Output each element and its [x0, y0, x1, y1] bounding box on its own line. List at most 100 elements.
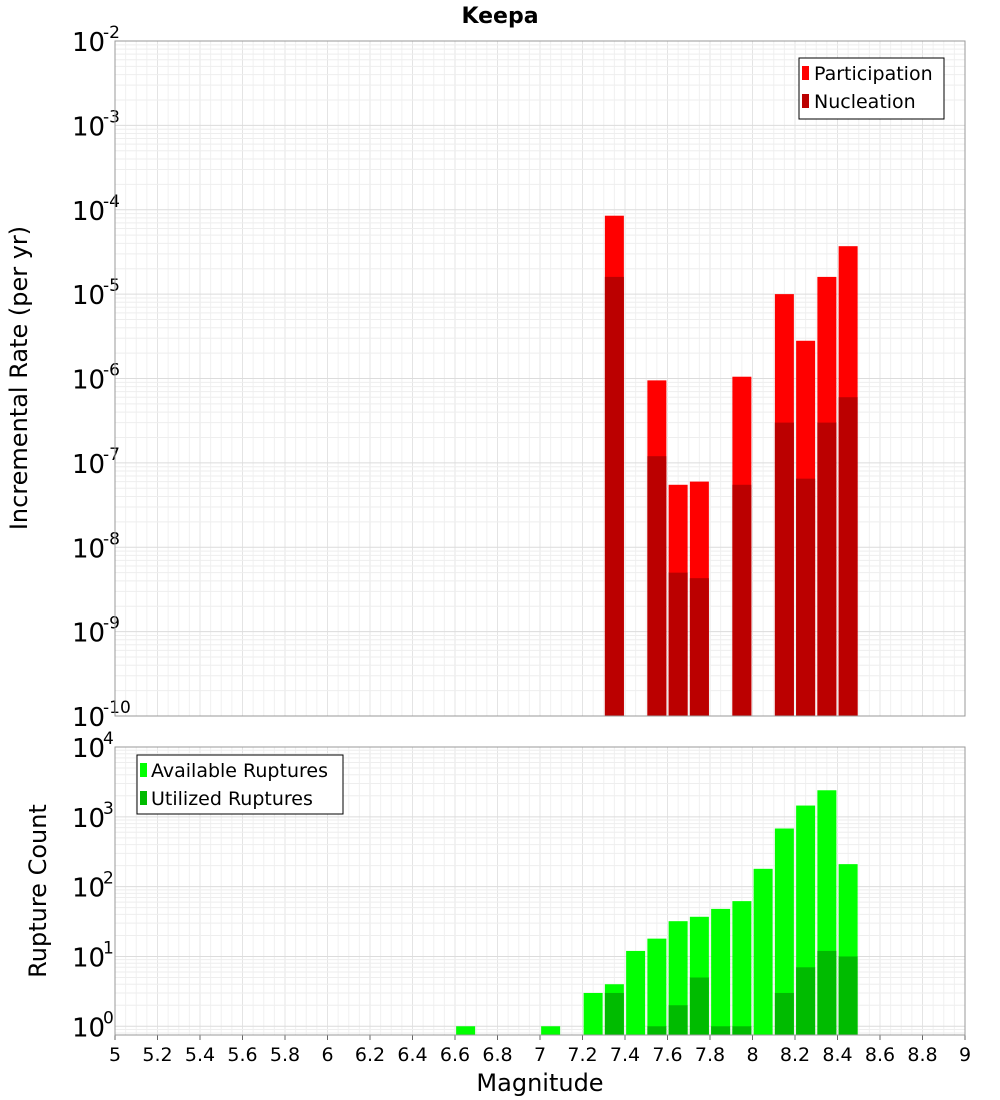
rate-y-tick-label: 10 [72, 534, 105, 564]
rate-y-tick-label: 10 [72, 366, 105, 396]
x-tick-label: 7 [534, 1044, 546, 1066]
count-y-tick-exponent: 2 [103, 869, 114, 889]
legend-label-nucleation: Nucleation [814, 91, 916, 113]
count-legend-box [136, 754, 344, 815]
count-bar-utilized-ruptures [796, 967, 816, 1035]
count-bar-available-ruptures [626, 950, 646, 1035]
rate-y-axis-title: Incremental Rate (per yr) [5, 226, 33, 530]
rate-y-tick-exponent: -3 [103, 107, 120, 127]
rate-y-tick-label: 10 [72, 28, 105, 58]
count-bar-available-ruptures [456, 1026, 476, 1035]
rate-bar-nucleation [838, 397, 858, 716]
count-bar-available-ruptures [774, 828, 794, 1035]
x-tick-label: 6.2 [355, 1044, 385, 1066]
x-tick-label: 6.6 [440, 1044, 470, 1066]
legend-label-participation: Participation [814, 63, 933, 85]
rate-bars [604, 215, 858, 717]
x-tick-label: 6 [321, 1044, 333, 1066]
rate-bar-nucleation [647, 456, 667, 716]
rate-bar-nucleation [817, 422, 837, 716]
count-bar-available-ruptures [647, 938, 667, 1035]
count-bar-utilized-ruptures [838, 956, 858, 1035]
rate-y-tick-exponent: -4 [103, 192, 120, 212]
rate-y-tick-exponent: -10 [103, 698, 131, 718]
count-bar-utilized-ruptures [668, 1005, 688, 1035]
rate-y-tick-label: 10 [72, 112, 105, 142]
count-bar-utilized-ruptures [647, 1026, 667, 1035]
x-tick-label: 6.4 [397, 1044, 427, 1066]
count-y-tick-exponent: 4 [103, 729, 114, 749]
count-y-tick-label: 10 [72, 874, 105, 904]
x-tick-label: 8.2 [780, 1044, 810, 1066]
x-tick-label: 7.6 [652, 1044, 682, 1066]
count-bar-available-ruptures [541, 1026, 561, 1035]
rate-y-tick-exponent: -8 [103, 529, 120, 549]
count-y-tick-label: 10 [72, 804, 105, 834]
x-tick-label: 8.6 [865, 1044, 895, 1066]
x-tick-label: 5.6 [227, 1044, 257, 1066]
rate-y-tick-exponent: -9 [103, 614, 120, 634]
count-bar-available-ruptures [732, 901, 752, 1035]
x-tick-label: 9 [959, 1044, 971, 1066]
count-bar-utilized-ruptures [711, 1026, 731, 1035]
x-axis-title: Magnitude [476, 1069, 603, 1097]
x-tick-label: 8.8 [907, 1044, 937, 1066]
count-y-tick-exponent: 3 [103, 799, 114, 819]
rate-y-tick-exponent: -7 [103, 445, 120, 465]
count-y-tick-label: 10 [72, 734, 105, 764]
rate-y-tick-exponent: -5 [103, 276, 120, 296]
count-y-tick-label: 10 [72, 1013, 105, 1043]
count-bar-available-ruptures [753, 868, 773, 1035]
rate-bar-nucleation [604, 276, 624, 716]
rate-y-tick-label: 10 [72, 281, 105, 311]
x-tick-label: 8 [746, 1044, 758, 1066]
rate-y-tick-label: 10 [72, 450, 105, 480]
legend-label-available: Available Ruptures [151, 760, 328, 782]
x-tick-label: 6.8 [482, 1044, 512, 1066]
count-bar-utilized-ruptures [817, 950, 837, 1035]
x-tick-label: 7.8 [695, 1044, 725, 1066]
legend-swatch-participation [802, 66, 809, 80]
count-y-axis-title: Rupture Count [24, 804, 52, 978]
count-bar-available-ruptures [583, 992, 603, 1035]
rate-plot-frame [114, 40, 966, 717]
count-legend: Available Ruptures Utilized Ruptures [136, 754, 344, 815]
rate-legend: Participation Nucleation [798, 57, 945, 120]
x-tick-label: 5.8 [270, 1044, 300, 1066]
rate-legend-box [798, 57, 945, 120]
x-tick-label: 5.2 [142, 1044, 172, 1066]
chart-title: Keepa [461, 4, 538, 29]
count-bar-utilized-ruptures [732, 1026, 752, 1035]
rate-y-tick-label: 10 [72, 197, 105, 227]
rate-y-tick-label: 10 [72, 703, 105, 733]
count-bar-available-ruptures [711, 908, 731, 1035]
x-tick-label: 5 [109, 1044, 121, 1066]
count-bar-utilized-ruptures [774, 992, 794, 1035]
legend-swatch-nucleation [802, 94, 809, 108]
rate-grid [114, 40, 966, 717]
legend-swatch-available [140, 763, 147, 777]
x-tick-label: 8.4 [822, 1044, 852, 1066]
rate-y-tick-label: 10 [72, 619, 105, 649]
legend-swatch-utilized [140, 791, 147, 805]
rate-bar-nucleation [796, 478, 816, 716]
rate-y-tick-exponent: -2 [103, 23, 120, 43]
count-bar-utilized-ruptures [689, 977, 709, 1035]
count-y-tick-label: 10 [72, 943, 105, 973]
count-bar-utilized-ruptures [604, 992, 624, 1035]
legend-label-utilized: Utilized Ruptures [151, 788, 313, 810]
rate-y-tick-exponent: -6 [103, 361, 120, 381]
count-y-tick-exponent: 0 [103, 1008, 114, 1028]
count-x-ticks: 5 5.2 5.4 5.6 5.8 6 6.2 6.4 6.6 6.8 7 7.2 7.4 7.6 7.8 8… [109, 1035, 971, 1066]
rate-bar-nucleation [668, 572, 688, 716]
count-plot-frame [114, 746, 966, 1036]
x-tick-label: 7.2 [567, 1044, 597, 1066]
x-tick-label: 5.4 [185, 1044, 215, 1066]
rate-bar-nucleation [774, 422, 794, 716]
rate-bar-nucleation [732, 484, 752, 716]
